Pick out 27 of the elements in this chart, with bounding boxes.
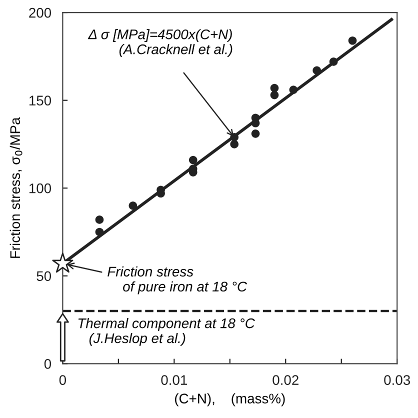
point: [128, 201, 138, 210]
x-tick-label: 0: [59, 375, 66, 385]
point: [52, 252, 74, 273]
ref-line-label: Thermal component at 18 °C (J.Heslop et al.): [78, 318, 255, 346]
y-axis-title: Friction stress, σ$_{0}$/MPa: [10, 117, 22, 258]
point: [312, 66, 322, 75]
x-tick-label: 0.01: [161, 375, 188, 385]
annotation: Friction stress of pure iron at 18 °C: [108, 266, 248, 294]
point: [230, 140, 239, 148]
point: [270, 84, 279, 92]
x-tick-label: 0.02: [272, 375, 298, 385]
point: [348, 36, 357, 45]
x-axis-title: (C+N), (mass%): [175, 393, 285, 406]
point: [95, 216, 104, 224]
point: [270, 90, 279, 100]
point: [188, 156, 198, 164]
y-tick-label: 0: [44, 358, 52, 369]
y-tick-label: 200: [29, 8, 52, 18]
point: [95, 228, 104, 236]
point: [289, 86, 298, 94]
y-tick-label: 100: [29, 183, 52, 194]
y-tick-label: 150: [29, 96, 52, 106]
annotation: Δ σ [MPa]=4500x(C+N) (A.Cracknell et al.): [88, 29, 232, 57]
point: [329, 58, 338, 66]
x-tick-label: 0.03: [384, 375, 410, 385]
y-tick-label: 50: [36, 271, 52, 282]
point: [251, 130, 260, 138]
